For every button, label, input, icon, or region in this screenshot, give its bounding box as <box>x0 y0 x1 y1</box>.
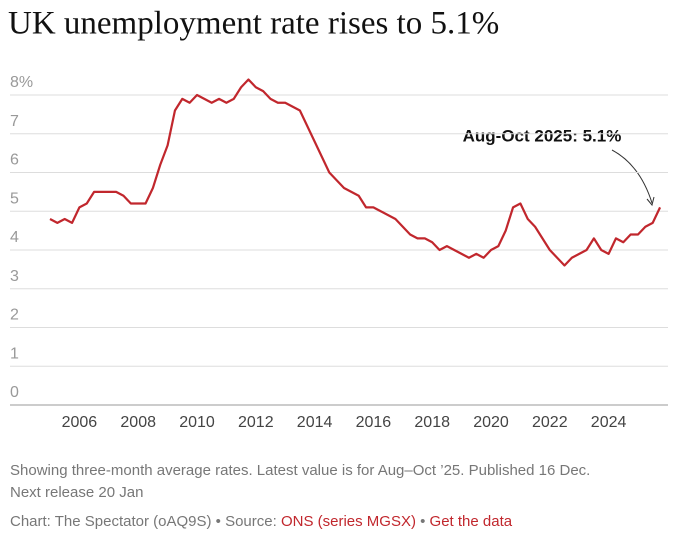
y-tick-label: 2 <box>10 307 19 324</box>
x-tick-label: 2010 <box>179 414 215 431</box>
arrow-head <box>646 196 655 207</box>
credit: Chart: The Spectator (oAQ9S) • Source: <box>10 513 281 530</box>
source-link[interactable]: ONS (series MGSX) <box>281 513 416 530</box>
x-tick-label: 2018 <box>414 414 450 431</box>
y-tick-label: 4 <box>10 229 19 246</box>
x-tick-label: 2024 <box>591 414 627 431</box>
y-tick-label: 6 <box>10 152 19 169</box>
annotation-arrow <box>611 149 653 204</box>
y-tick-label: 5 <box>10 190 19 207</box>
x-tick-label: 2022 <box>532 414 568 431</box>
credit-line: Chart: The Spectator (oAQ9S) • Source: O… <box>10 513 513 530</box>
separator: • <box>416 513 430 530</box>
x-tick-label: 2020 <box>473 414 509 431</box>
y-tick-label: 1 <box>10 345 19 362</box>
x-tick-label: 2012 <box>238 414 274 431</box>
x-tick-label: 2014 <box>297 414 333 431</box>
x-tick-label: 2008 <box>120 414 156 431</box>
annotation: Aug-Oct 2025: 5.1% <box>463 126 622 145</box>
y-tick-label: 7 <box>10 113 19 130</box>
data-line <box>49 78 662 267</box>
note: Next release 20 Jan <box>10 484 143 501</box>
y-tick-label: 0 <box>10 384 19 401</box>
chart-title: UK unemployment rate rises to 5.1% <box>8 6 499 42</box>
y-tick-label: 8% <box>10 74 33 91</box>
y-tick-label: 3 <box>10 268 19 285</box>
x-tick-label: 2006 <box>62 414 98 431</box>
x-tick-label: 2016 <box>356 414 392 431</box>
note: Showing three-month average rates. Lates… <box>10 462 590 479</box>
data-link[interactable]: Get the data <box>430 513 513 530</box>
